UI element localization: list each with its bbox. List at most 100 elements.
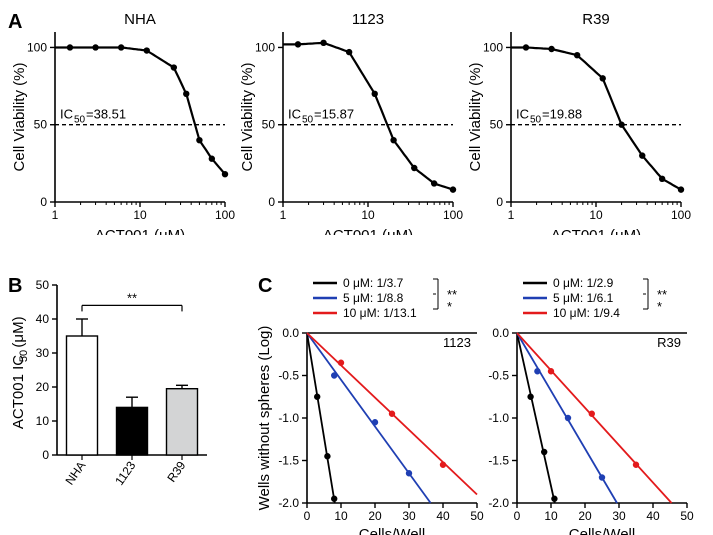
data-point — [390, 137, 396, 143]
svg-text:40: 40 — [436, 509, 450, 523]
svg-text:10: 10 — [133, 208, 147, 222]
svg-text:0: 0 — [268, 195, 275, 209]
svg-text:-1.0: -1.0 — [488, 411, 509, 425]
data-point — [633, 462, 639, 468]
svg-text:50: 50 — [262, 118, 276, 132]
data-point — [534, 368, 540, 374]
ic50-subscript: 50 — [302, 115, 314, 126]
data-point — [346, 49, 352, 55]
svg-text:*: * — [657, 299, 662, 314]
bar-NHA — [67, 336, 98, 455]
svg-text:-1.5: -1.5 — [488, 454, 509, 468]
svg-text:ACT001 (μM): ACT001 (μM) — [551, 227, 641, 235]
svg-text:100: 100 — [671, 208, 691, 222]
data-point — [144, 47, 150, 53]
svg-text:Cell Viability (%): Cell Viability (%) — [11, 63, 28, 172]
data-point — [678, 186, 684, 192]
svg-text:Cell Viability (%): Cell Viability (%) — [239, 63, 256, 172]
data-point — [338, 360, 344, 366]
svg-text:-0.5: -0.5 — [488, 369, 509, 383]
data-point — [67, 44, 73, 50]
panelA-plot-R39: R39050100110100IC50=19.88ACT001 (μM)Cell… — [466, 10, 696, 235]
svg-text:50: 50 — [490, 118, 504, 132]
data-point — [92, 44, 98, 50]
svg-text:10: 10 — [589, 208, 603, 222]
svg-text:0: 0 — [496, 195, 503, 209]
panelC-plot-1123: 0.0-0.5-1.0-1.5-2.0010203040500 μM: 1/3.… — [255, 275, 495, 535]
svg-text:100: 100 — [443, 208, 463, 222]
legend-entry: 10 μM: 1/13.1 — [343, 306, 417, 320]
svg-text:0: 0 — [304, 509, 311, 523]
data-point — [551, 496, 557, 502]
data-point — [331, 372, 337, 378]
svg-text:40: 40 — [36, 312, 50, 326]
svg-text:1: 1 — [280, 208, 287, 222]
data-point — [565, 415, 571, 421]
svg-text:Cells/Well: Cells/Well — [359, 526, 425, 535]
svg-text:(μM): (μM) — [10, 316, 27, 347]
svg-text:R39: R39 — [582, 11, 610, 28]
data-point — [440, 462, 446, 468]
ic50-annotation: IC — [516, 107, 529, 122]
dose-response-curve — [55, 48, 225, 175]
svg-text:NHA: NHA — [124, 11, 156, 28]
legend-entry: 0 μM: 1/2.9 — [553, 276, 614, 290]
svg-text:20: 20 — [36, 380, 50, 394]
svg-text:10: 10 — [334, 509, 348, 523]
ic50-subscript: 50 — [530, 115, 542, 126]
data-point — [599, 474, 605, 480]
data-point — [548, 46, 554, 52]
data-point — [450, 186, 456, 192]
data-point — [324, 453, 330, 459]
svg-text:-2.0: -2.0 — [488, 496, 509, 510]
data-point — [372, 91, 378, 97]
bar-R39 — [167, 389, 198, 455]
svg-text:100: 100 — [483, 40, 503, 54]
legend-entry: 5 μM: 1/6.1 — [553, 291, 614, 305]
svg-text:20: 20 — [578, 509, 592, 523]
svg-text:10: 10 — [544, 509, 558, 523]
data-point — [196, 137, 202, 143]
ic50-annotation: IC — [288, 107, 301, 122]
legend-entry: 10 μM: 1/9.4 — [553, 306, 620, 320]
ic50-annotation: IC — [60, 107, 73, 122]
data-point — [411, 165, 417, 171]
svg-text:30: 30 — [612, 509, 626, 523]
svg-text:100: 100 — [27, 40, 47, 54]
svg-text:40: 40 — [646, 509, 660, 523]
data-point — [639, 152, 645, 158]
svg-text:=19.88: =19.88 — [542, 107, 582, 122]
panelB-barchart: 01020304050NHA1123R39**ACT001 IC50 (μM) — [7, 275, 237, 525]
data-point — [222, 171, 228, 177]
data-point — [527, 394, 533, 400]
lda-line — [307, 333, 431, 503]
svg-text:=15.87: =15.87 — [314, 107, 354, 122]
svg-text:0: 0 — [40, 195, 47, 209]
svg-text:30: 30 — [402, 509, 416, 523]
data-point — [431, 180, 437, 186]
data-point — [331, 496, 337, 502]
svg-text:100: 100 — [215, 208, 235, 222]
svg-text:30: 30 — [36, 346, 50, 360]
svg-text:ACT001 (μM): ACT001 (μM) — [323, 227, 413, 235]
svg-text:**: ** — [127, 290, 137, 305]
ic50-subscript: 50 — [74, 115, 86, 126]
svg-text:50: 50 — [680, 509, 694, 523]
data-point — [600, 75, 606, 81]
lda-line — [517, 333, 672, 503]
data-point — [523, 44, 529, 50]
svg-text:10: 10 — [36, 414, 50, 428]
data-point — [541, 449, 547, 455]
data-point — [183, 91, 189, 97]
svg-text:Cells/Well: Cells/Well — [569, 526, 635, 535]
svg-text:NHA: NHA — [62, 459, 88, 488]
svg-text:50: 50 — [34, 118, 48, 132]
data-point — [589, 411, 595, 417]
svg-text:Wells without spheres (Log): Wells without spheres (Log) — [256, 326, 273, 511]
data-point — [118, 44, 124, 50]
svg-text:0.0: 0.0 — [282, 326, 299, 340]
data-point — [171, 64, 177, 70]
svg-text:1: 1 — [508, 208, 515, 222]
inset-label: R39 — [657, 335, 681, 350]
svg-text:-1.0: -1.0 — [278, 411, 299, 425]
